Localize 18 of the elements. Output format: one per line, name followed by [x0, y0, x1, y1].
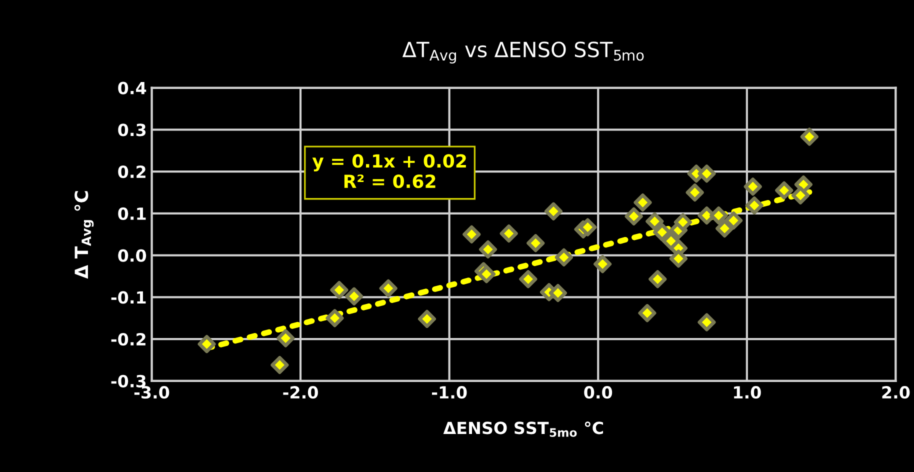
- chart-title: ΔT$_{Avg}$ vs ΔENSO SST$_{5mo}$: [402, 42, 644, 64]
- y-tick-label: 0.0: [118, 249, 146, 262]
- y-tick-label: 0.2: [118, 166, 146, 178]
- x-tick-label: -2.0: [283, 386, 318, 399]
- x-axis-title: ΔENSO SST$_{5mo}$ °C: [443, 422, 604, 437]
- x-tick-label: -1.0: [432, 386, 467, 399]
- y-tick-label: 0.1: [118, 207, 146, 220]
- x-tick-label: 2.0: [882, 386, 910, 399]
- y-tick-label: 0.3: [118, 124, 146, 136]
- y-tick-label: -0.2: [111, 332, 146, 346]
- y-tick-label: 0.4: [118, 82, 146, 94]
- y-tick-label: -0.3: [111, 374, 146, 388]
- annotation: y = 0.1x + 0.02 R² = 0.62: [312, 154, 466, 188]
- y-tick-label: -0.1: [111, 291, 146, 304]
- y-axis-title: Δ T$_{Avg}$ °C: [74, 191, 94, 279]
- x-tick-label: 0.0: [584, 386, 612, 399]
- x-tick-label: -3.0: [134, 386, 170, 399]
- x-tick-label: 1.0: [734, 386, 761, 399]
